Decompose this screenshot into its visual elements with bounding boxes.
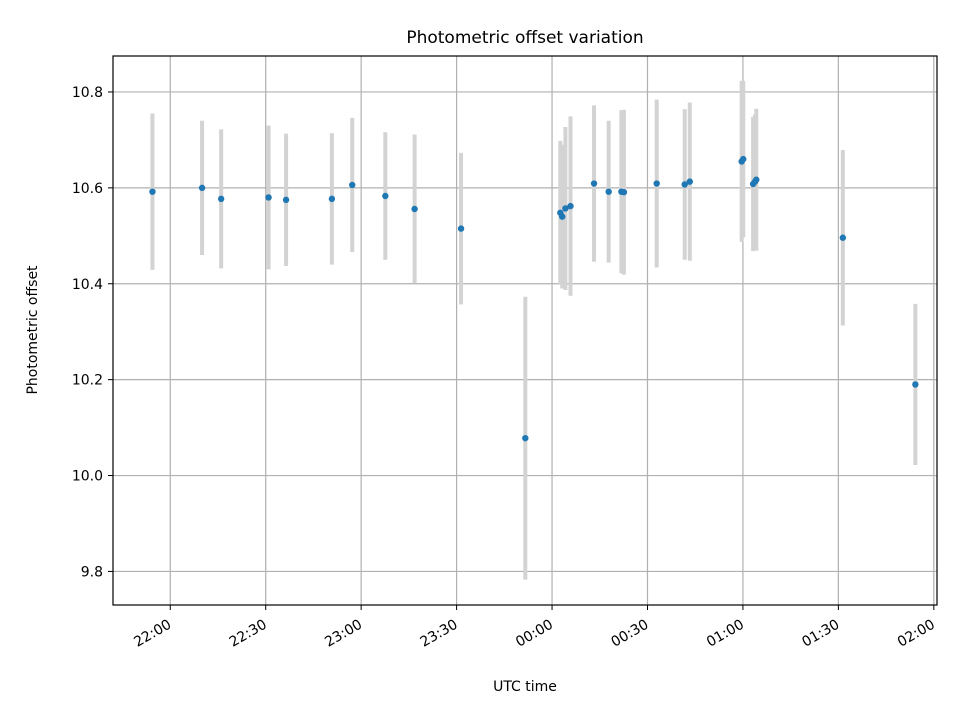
data-point [912,381,919,388]
x-tick-label: 00:30 [609,617,652,651]
x-tick-label: 01:00 [704,617,747,651]
data-point [217,195,225,203]
data-point [681,181,688,188]
x-tick-label: 00:00 [513,617,556,651]
y-tick-label: 10.2 [72,373,103,389]
data-point [740,155,747,163]
data-point [265,194,272,201]
grid-lines [113,56,937,605]
data-point [605,188,612,195]
data-point [559,213,566,220]
data-point [282,196,290,204]
x-tick-label: 22:00 [131,617,174,651]
data-point [457,225,465,232]
data-point [653,180,660,187]
data-point [686,178,693,185]
x-tick-label: 02:00 [895,617,938,651]
y-tick-label: 10.0 [72,469,103,485]
data-point [567,202,574,210]
data-point [349,181,356,189]
y-tick-label: 10.8 [72,85,103,101]
y-axis-ticks: 9.8 10.0 10.2 10.4 10.6 10.8 [72,85,113,580]
x-tick-label: 01:30 [799,617,842,651]
x-axis-label: UTC time [493,679,557,695]
error-bars [150,80,918,580]
y-tick-label: 9.8 [81,564,103,580]
data-point [149,188,156,195]
y-tick-label: 10.4 [72,277,103,293]
data-point [839,234,847,241]
chart-title: Photometric offset variation [406,28,643,48]
x-tick-label: 23:30 [418,617,461,651]
data-point [620,188,628,196]
data-point [382,192,389,200]
x-axis-ticks: 22:00 22:30 23:00 23:30 00:00 00:30 01:00 01:30… [131,605,938,651]
data-point [590,180,598,187]
data-point [562,205,569,212]
y-tick-label: 10.6 [72,181,103,197]
data-point [753,176,760,183]
x-tick-label: 22:30 [227,617,270,651]
plot-frame [112,55,938,606]
data-points [149,155,919,442]
data-point [328,195,336,203]
y-axis-label: Photometric offset [25,265,41,395]
data-point [198,184,206,192]
data-point [522,434,529,442]
data-point [411,205,418,213]
x-tick-label: 23:00 [322,617,365,651]
